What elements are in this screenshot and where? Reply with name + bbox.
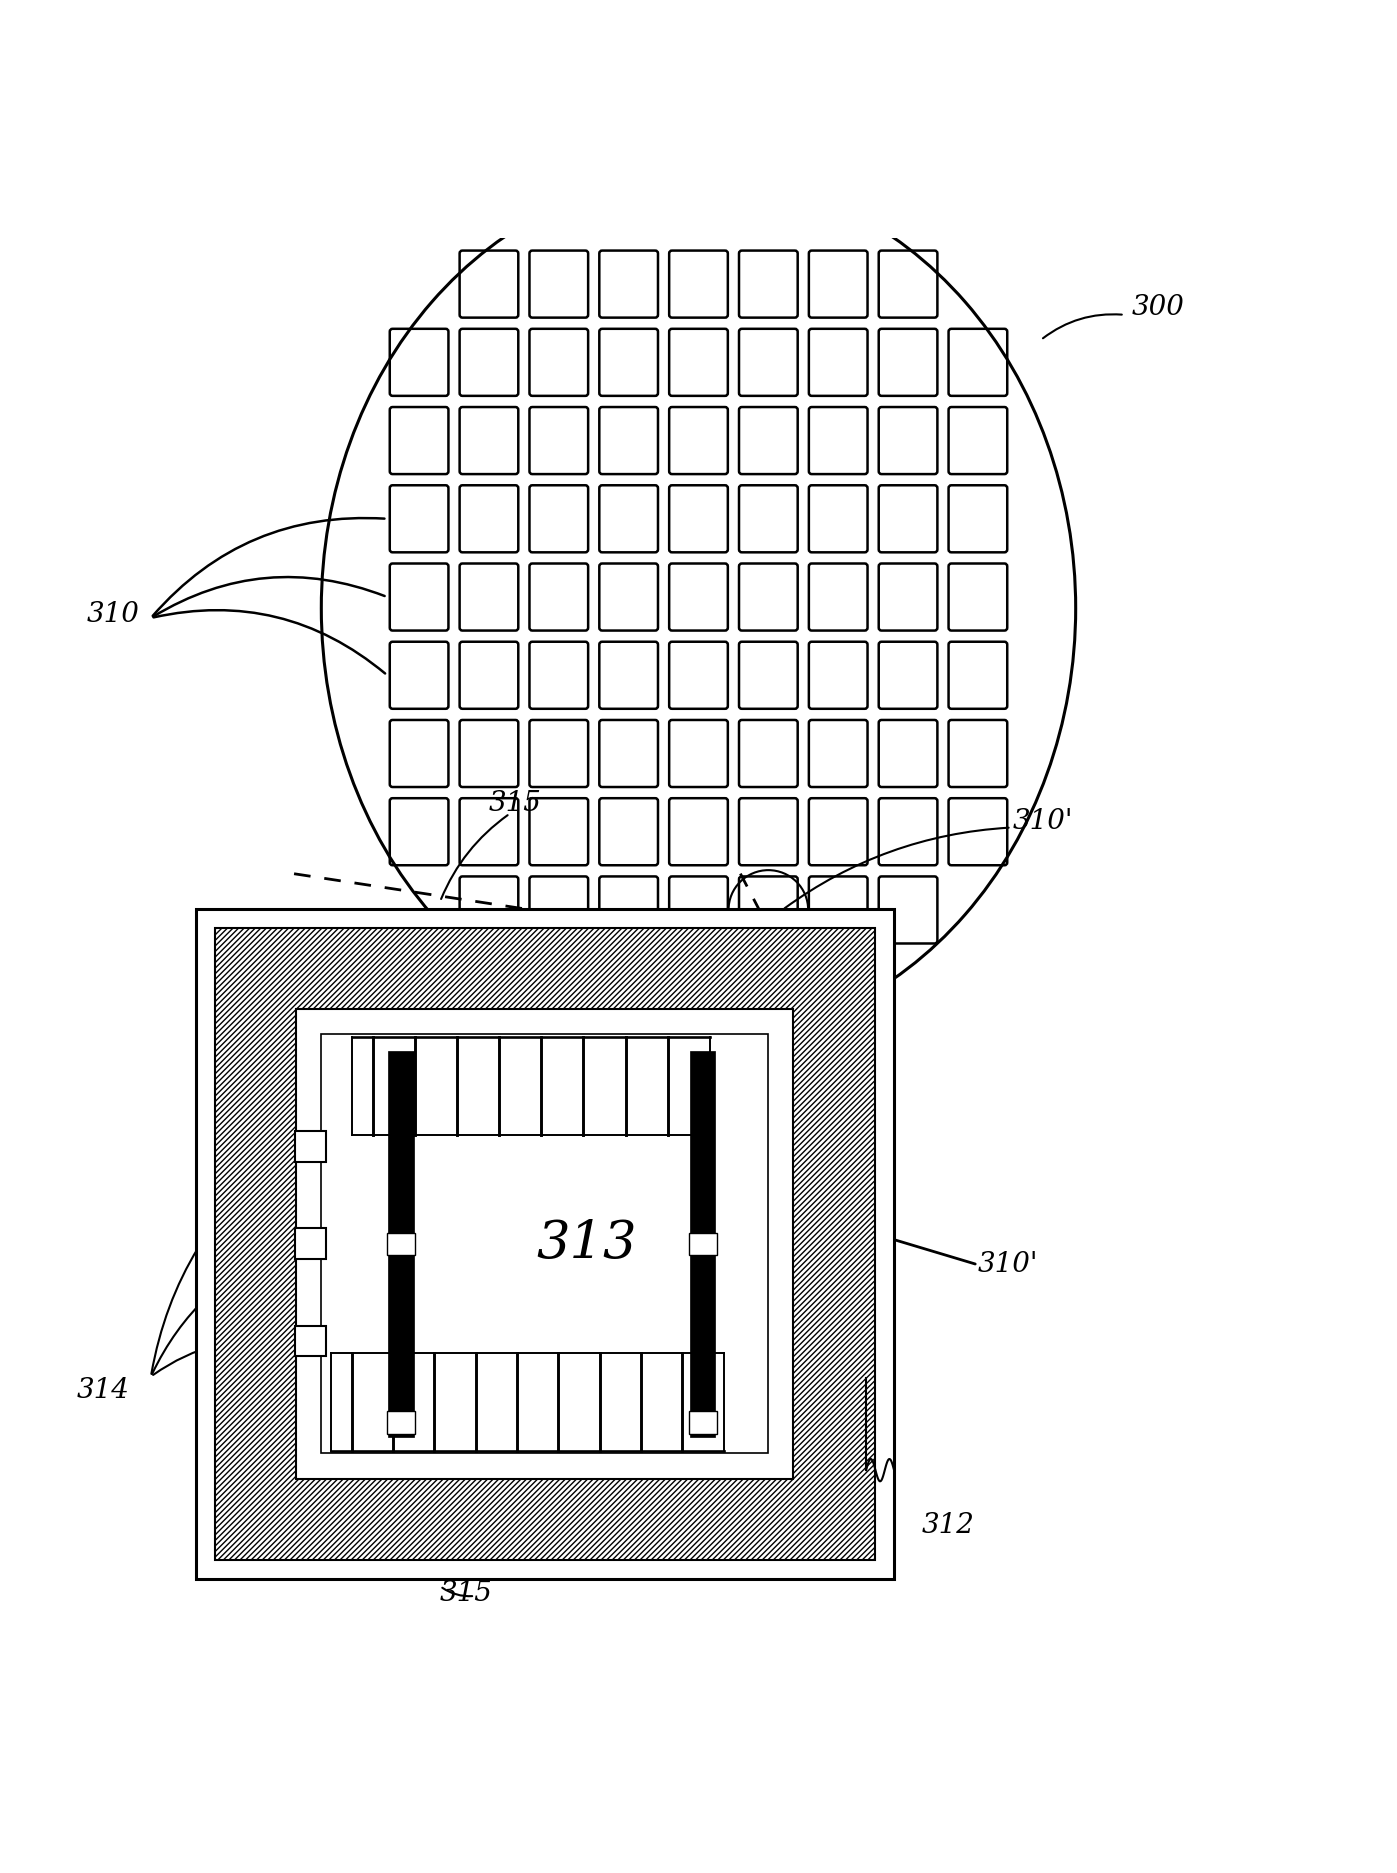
Text: 315: 315 xyxy=(440,1581,493,1607)
Bar xyxy=(387,1412,415,1435)
Bar xyxy=(388,1051,414,1437)
Bar xyxy=(196,908,894,1579)
Text: 310': 310' xyxy=(1013,807,1073,835)
Bar xyxy=(690,1051,715,1437)
Text: 315: 315 xyxy=(489,790,542,817)
Bar xyxy=(215,929,875,1560)
Bar xyxy=(387,1232,415,1255)
Bar xyxy=(295,1131,326,1161)
Text: 310': 310' xyxy=(978,1251,1038,1277)
Bar xyxy=(689,1232,717,1255)
Bar xyxy=(689,1412,717,1435)
Text: 312: 312 xyxy=(922,1512,975,1540)
Text: 310: 310 xyxy=(87,601,140,627)
Text: 300: 300 xyxy=(1132,294,1185,320)
Text: 313: 313 xyxy=(536,1217,637,1270)
Text: 314: 314 xyxy=(77,1377,130,1403)
Bar xyxy=(321,1034,768,1453)
Bar xyxy=(296,1010,793,1478)
Bar xyxy=(295,1326,326,1356)
Bar xyxy=(295,1229,326,1259)
